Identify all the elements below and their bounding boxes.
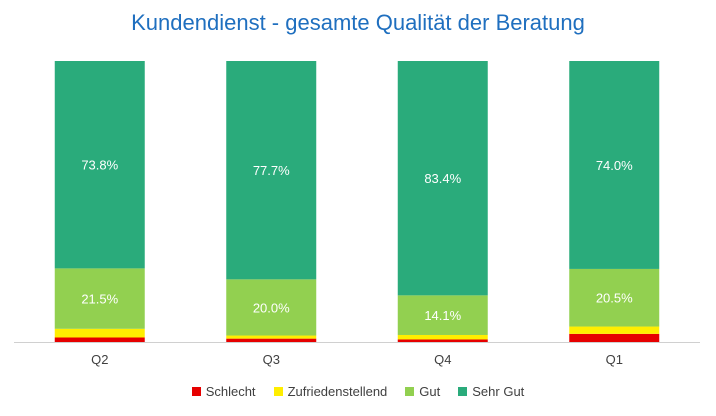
legend-swatch-gut bbox=[405, 387, 415, 396]
legend-item-zufriedenstellend: Zufriedenstellend bbox=[273, 384, 388, 399]
legend: Schlecht Zufriedenstellend Gut Sehr Gut bbox=[0, 384, 716, 399]
data-label-gut-q3: 20.0% bbox=[253, 300, 290, 315]
legend-label-sehr-gut: Sehr Gut bbox=[472, 384, 525, 399]
data-label-sehr-gut-q4: 83.4% bbox=[424, 171, 461, 186]
x-tick-label-q3: Q3 bbox=[263, 352, 280, 367]
legend-label-gut: Gut bbox=[419, 384, 441, 399]
bar-segment-sehr-gut-q2 bbox=[54, 61, 145, 269]
legend-item-sehr-gut: Sehr Gut bbox=[458, 384, 524, 399]
bar-segment-zufriedenstellend-q1 bbox=[569, 326, 660, 334]
data-label-gut-q1: 20.5% bbox=[596, 291, 633, 306]
data-label-sehr-gut-q1: 74.0% bbox=[596, 158, 633, 173]
legend-label-zufriedenstellend: Zufriedenstellend bbox=[287, 384, 388, 399]
bar-segment-zufriedenstellend-q2 bbox=[54, 328, 145, 338]
bar-segment-schlecht-q1 bbox=[569, 333, 660, 342]
data-label-gut-q2: 21.5% bbox=[81, 292, 118, 307]
data-label-gut-q4: 14.1% bbox=[424, 308, 461, 323]
chart-title: Kundendienst - gesamte Qualität der Bera… bbox=[131, 10, 585, 35]
bar-segment-schlecht-q4 bbox=[397, 339, 488, 342]
bar-segment-zufriedenstellend-q4 bbox=[397, 334, 488, 340]
bar-segment-gut-q1 bbox=[569, 268, 660, 327]
legend-swatch-sehr-gut bbox=[458, 387, 468, 396]
legend-label-schlecht: Schlecht bbox=[205, 384, 256, 399]
x-tick-label-q4: Q4 bbox=[434, 352, 451, 367]
bar-segment-zufriedenstellend-q3 bbox=[226, 335, 317, 339]
bar-segment-sehr-gut-q4 bbox=[397, 61, 488, 296]
data-label-sehr-gut-q2: 73.8% bbox=[81, 158, 118, 173]
bar-segment-schlecht-q3 bbox=[226, 338, 317, 342]
bar-segment-schlecht-q2 bbox=[54, 337, 145, 342]
legend-item-schlecht: Schlecht bbox=[191, 384, 256, 399]
x-tick-label-q2: Q2 bbox=[91, 352, 108, 367]
data-label-sehr-gut-q3: 77.7% bbox=[253, 163, 290, 178]
bar-segment-gut-q4 bbox=[397, 295, 488, 335]
bar-segment-gut-q3 bbox=[226, 279, 317, 336]
legend-swatch-schlecht bbox=[191, 387, 201, 396]
bar-segment-sehr-gut-q1 bbox=[569, 61, 660, 269]
legend-item-gut: Gut bbox=[405, 384, 440, 399]
x-tick-label-q1: Q1 bbox=[606, 352, 623, 367]
bar-segment-gut-q2 bbox=[54, 268, 145, 329]
legend-swatch-zufriedenstellend bbox=[273, 387, 283, 396]
bar-segment-sehr-gut-q3 bbox=[226, 61, 317, 280]
